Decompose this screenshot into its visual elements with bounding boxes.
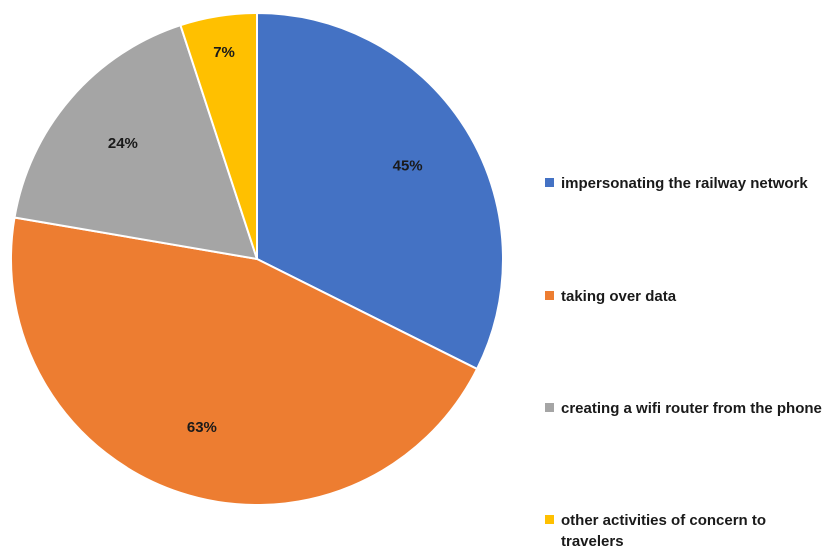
data-label-wifi: 24% [108,135,138,152]
legend-item-data: taking over data [545,286,823,307]
slice-other [179,11,258,260]
slice-railway [256,11,504,371]
slice-data [10,216,479,506]
legend-swatch [545,178,554,187]
legend-swatch [545,515,554,524]
legend-label: other activities of concern to travelers [561,512,767,550]
slice-wifi [13,23,259,261]
data-label-railway: 45% [393,157,423,174]
legend-label: impersonating the railway network [561,175,808,192]
legend-swatch [545,291,554,300]
data-label-other: 7% [213,44,235,61]
pie-chart: 45% 63% 24% 7% [10,11,504,506]
legend-item-railway: impersonating the railway network [545,173,823,194]
legend-label: taking over data [561,288,677,305]
legend-item-other: other activities of concern to travelers [545,510,823,552]
data-label-data: 63% [187,419,217,436]
legend-item-wifi: creating a wifi router from the phone [545,398,823,419]
legend-swatch [545,403,554,412]
legend-label: creating a wifi router from the phone [561,400,822,417]
